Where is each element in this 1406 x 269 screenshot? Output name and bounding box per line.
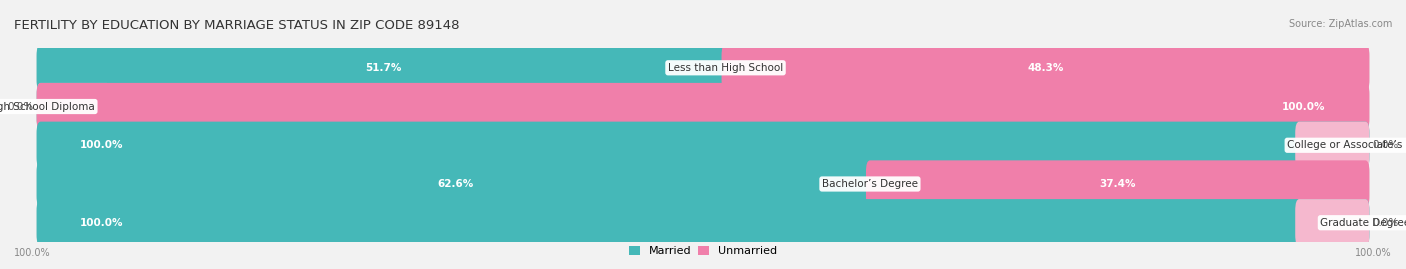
Text: Graduate Degree: Graduate Degree [1320, 218, 1406, 228]
Text: 0.0%: 0.0% [1372, 218, 1399, 228]
Text: 100.0%: 100.0% [80, 140, 124, 150]
FancyBboxPatch shape [1295, 199, 1369, 246]
Text: 100.0%: 100.0% [14, 248, 51, 258]
Text: 51.7%: 51.7% [364, 63, 401, 73]
FancyBboxPatch shape [37, 199, 1369, 246]
FancyBboxPatch shape [37, 83, 111, 130]
FancyBboxPatch shape [37, 44, 730, 91]
FancyBboxPatch shape [37, 83, 1369, 130]
Text: 62.6%: 62.6% [437, 179, 474, 189]
Text: College or Associate’s Degree: College or Associate’s Degree [1286, 140, 1406, 150]
FancyBboxPatch shape [37, 44, 1369, 91]
Text: Bachelor’s Degree: Bachelor’s Degree [823, 179, 918, 189]
Text: Less than High School: Less than High School [668, 63, 783, 73]
Text: 37.4%: 37.4% [1099, 179, 1136, 189]
Text: FERTILITY BY EDUCATION BY MARRIAGE STATUS IN ZIP CODE 89148: FERTILITY BY EDUCATION BY MARRIAGE STATU… [14, 19, 460, 32]
Text: 100.0%: 100.0% [1282, 101, 1326, 112]
FancyBboxPatch shape [37, 122, 1369, 169]
Text: 100.0%: 100.0% [1355, 248, 1392, 258]
FancyBboxPatch shape [1295, 122, 1369, 169]
Text: 100.0%: 100.0% [80, 218, 124, 228]
FancyBboxPatch shape [37, 122, 1369, 169]
Legend: Married, Unmarried: Married, Unmarried [624, 241, 782, 261]
FancyBboxPatch shape [866, 160, 1369, 208]
Text: Source: ZipAtlas.com: Source: ZipAtlas.com [1288, 19, 1392, 29]
Text: 48.3%: 48.3% [1028, 63, 1064, 73]
FancyBboxPatch shape [37, 83, 1369, 130]
Text: 0.0%: 0.0% [1372, 140, 1399, 150]
FancyBboxPatch shape [37, 160, 1369, 208]
FancyBboxPatch shape [37, 160, 875, 208]
FancyBboxPatch shape [721, 44, 1369, 91]
Text: High School Diploma: High School Diploma [0, 101, 96, 112]
Text: 0.0%: 0.0% [7, 101, 34, 112]
FancyBboxPatch shape [37, 199, 1369, 246]
